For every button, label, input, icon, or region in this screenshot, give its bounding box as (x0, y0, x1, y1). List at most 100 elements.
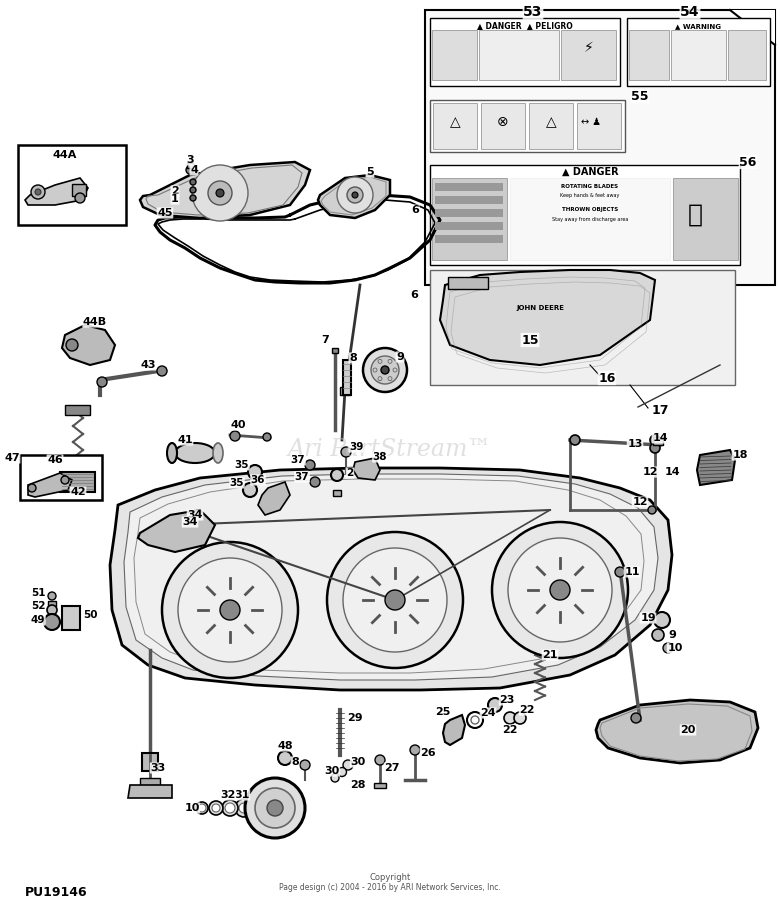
Text: 42: 42 (70, 487, 86, 497)
Text: △: △ (546, 115, 556, 129)
Circle shape (331, 774, 339, 782)
Bar (340, 387, 350, 395)
Bar (18, 145, 126, 225)
Text: 12: 12 (642, 467, 658, 477)
Circle shape (381, 366, 389, 374)
Text: 54: 54 (680, 5, 700, 19)
Polygon shape (318, 175, 390, 218)
Circle shape (278, 751, 292, 765)
Text: 7: 7 (321, 335, 329, 345)
Polygon shape (596, 700, 758, 763)
Circle shape (514, 712, 526, 724)
Circle shape (650, 435, 660, 445)
Circle shape (338, 767, 346, 776)
Bar (430, 18, 620, 86)
Text: 32: 32 (220, 790, 236, 800)
Circle shape (343, 760, 353, 770)
Circle shape (44, 614, 60, 630)
Text: 3: 3 (186, 155, 193, 165)
Text: 4: 4 (190, 165, 198, 175)
Text: 41: 41 (177, 435, 193, 445)
Text: 38: 38 (373, 452, 387, 462)
Text: 5: 5 (366, 167, 374, 177)
Circle shape (48, 592, 56, 600)
Text: 11: 11 (624, 567, 640, 577)
Bar (332, 348, 338, 353)
Bar (479, 30, 559, 80)
Circle shape (373, 368, 377, 372)
Circle shape (157, 366, 167, 376)
Circle shape (186, 166, 194, 174)
Bar (629, 30, 669, 80)
Text: 34: 34 (183, 517, 198, 527)
Circle shape (631, 713, 641, 723)
Bar (481, 103, 525, 149)
Text: ⚡: ⚡ (584, 41, 594, 55)
Polygon shape (697, 450, 735, 485)
Text: ROTATING BLADES: ROTATING BLADES (562, 184, 619, 188)
Circle shape (243, 483, 257, 497)
Polygon shape (140, 162, 310, 218)
Bar (430, 100, 625, 152)
Circle shape (488, 698, 502, 712)
Bar (627, 18, 770, 86)
Circle shape (216, 189, 224, 197)
Text: 51: 51 (30, 588, 45, 598)
Text: 6: 6 (410, 290, 418, 300)
Circle shape (263, 433, 271, 441)
Bar (529, 103, 573, 149)
Circle shape (363, 348, 407, 392)
Text: 48: 48 (277, 741, 292, 751)
Circle shape (310, 477, 320, 487)
Circle shape (393, 368, 397, 372)
Text: 10: 10 (184, 803, 200, 813)
Text: Copyright: Copyright (370, 874, 410, 883)
Text: 8: 8 (349, 353, 357, 363)
Text: ⊗: ⊗ (497, 115, 509, 129)
Bar (430, 270, 735, 385)
Bar (435, 209, 503, 217)
Text: 47: 47 (4, 453, 20, 463)
Text: Page design (c) 2004 - 2016 by ARI Network Services, Inc.: Page design (c) 2004 - 2016 by ARI Netwo… (279, 884, 501, 893)
Circle shape (615, 567, 625, 577)
Circle shape (220, 600, 240, 620)
Text: 22: 22 (502, 725, 518, 735)
Circle shape (190, 179, 196, 185)
Text: 16: 16 (598, 371, 615, 385)
Polygon shape (443, 715, 465, 745)
Text: 22: 22 (519, 705, 535, 715)
Text: 50: 50 (83, 610, 98, 620)
Circle shape (212, 804, 220, 812)
Circle shape (61, 476, 69, 484)
Text: 12: 12 (633, 497, 647, 507)
Bar (433, 103, 477, 149)
Circle shape (47, 605, 57, 615)
Bar (653, 437, 663, 445)
Text: 20: 20 (680, 725, 696, 735)
Text: THROWN OBJECTS: THROWN OBJECTS (562, 207, 618, 213)
Circle shape (190, 187, 196, 193)
Text: PU19146: PU19146 (25, 885, 87, 898)
Bar (435, 196, 503, 204)
Text: JOHN DEERE: JOHN DEERE (516, 305, 564, 311)
Bar (60, 472, 95, 492)
Text: 33: 33 (151, 763, 165, 773)
Text: 53: 53 (523, 5, 543, 19)
Text: 29: 29 (347, 713, 363, 723)
Circle shape (508, 538, 612, 642)
Text: 44B: 44B (83, 317, 107, 327)
Circle shape (388, 377, 392, 380)
Bar (448, 277, 488, 289)
Circle shape (650, 443, 660, 453)
Circle shape (337, 177, 373, 213)
Bar (671, 30, 726, 80)
Text: 13: 13 (627, 439, 643, 449)
Polygon shape (138, 510, 215, 552)
Circle shape (388, 359, 392, 363)
Bar (425, 10, 775, 285)
Circle shape (550, 580, 570, 600)
Circle shape (570, 435, 580, 445)
Circle shape (192, 165, 248, 221)
Text: ▲ WARNING: ▲ WARNING (675, 23, 721, 29)
Text: 15: 15 (521, 333, 539, 347)
